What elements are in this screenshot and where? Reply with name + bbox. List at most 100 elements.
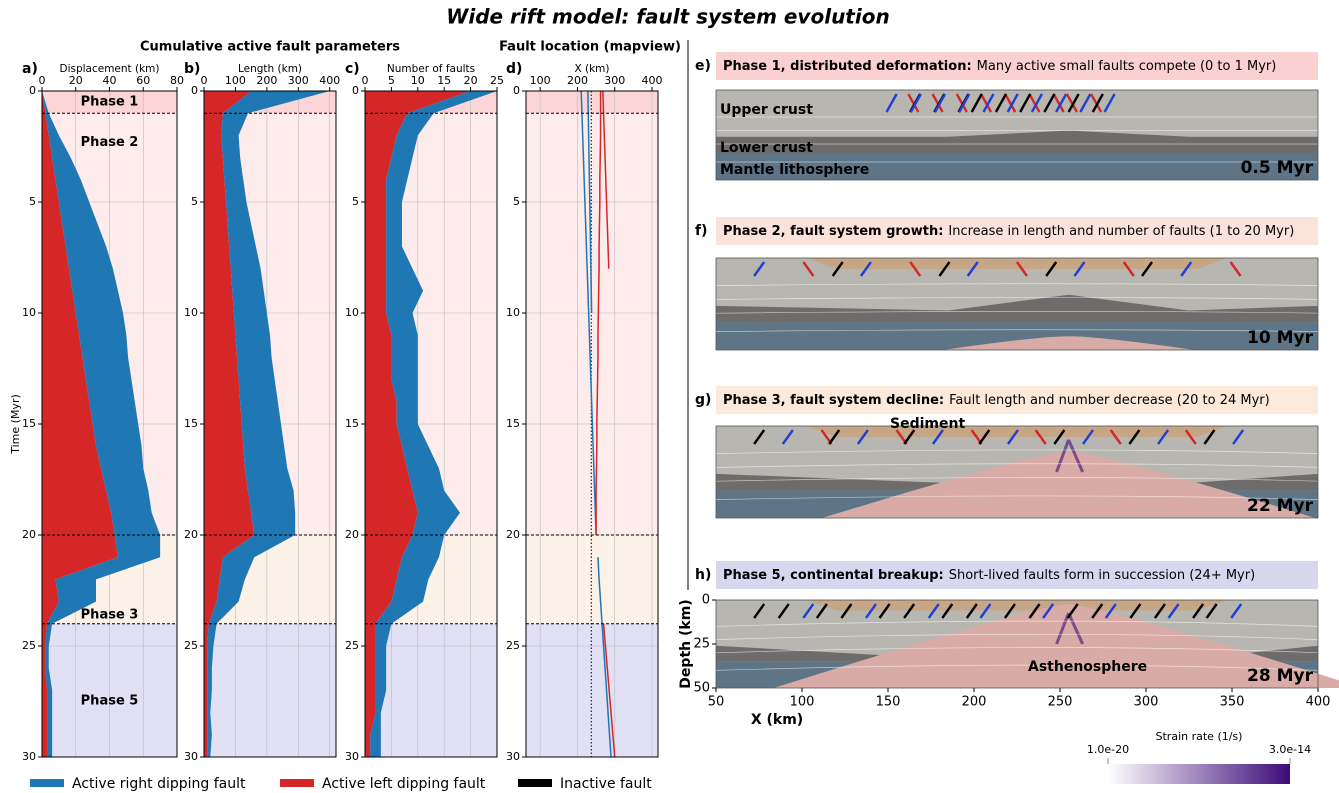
x-axis-label: Number of faults — [387, 63, 475, 75]
fault-trace — [597, 557, 612, 757]
x-axis-label: X (km) — [751, 712, 803, 728]
y-tick-label: 50 — [693, 681, 710, 696]
x-tick-label: 300 — [604, 74, 625, 87]
phase-label: Phase 3 — [81, 607, 139, 622]
isotherm — [715, 620, 1319, 627]
panel-caption: Phase 1, distributed deformation: Many ac… — [723, 59, 1276, 74]
fault-stick — [1028, 93, 1041, 113]
area — [42, 91, 118, 757]
fault-stick — [831, 261, 844, 277]
x-tick-label: 15 — [437, 74, 451, 87]
fault-stick — [856, 429, 869, 445]
fault-stick — [1167, 603, 1180, 619]
isotherm — [715, 449, 1319, 454]
y-axis-label: Time (Myr) — [9, 394, 22, 455]
caption-heading: Phase 5, continental breakup: — [723, 568, 944, 583]
x-tick-label: 100 — [790, 695, 815, 710]
x-tick-label: 5 — [388, 74, 395, 87]
y-tick-label: 10 — [22, 306, 36, 319]
x-tick-label: 60 — [136, 74, 150, 87]
x-tick-label: 40 — [103, 74, 117, 87]
fault-stick — [1229, 261, 1242, 277]
y-tick-label: 15 — [506, 417, 520, 430]
panel-caption: Phase 2, fault system growth: Increase in… — [723, 224, 1294, 239]
chart-panel: 0 5 10 15 20 25 0 5 10 15 20 25 30 Number of faults c) — [345, 61, 504, 763]
colorbar — [1108, 764, 1290, 784]
phase-band — [526, 623, 658, 757]
y-tick-label: 20 — [184, 528, 198, 541]
x-tick-label: 100 — [225, 74, 246, 87]
asthenosphere — [942, 336, 1195, 350]
fault-stick — [815, 603, 828, 619]
x-tick-label: 400 — [319, 74, 340, 87]
fault-stick — [1067, 93, 1080, 113]
area — [370, 91, 497, 757]
y-tick-label: 0 — [352, 84, 359, 97]
y-tick-label: 0 — [191, 84, 198, 97]
x-tick-label: 0 — [362, 74, 369, 87]
fault-stick — [903, 429, 916, 445]
model-panel: g) Phase 3, fault system decline: Fault le… — [695, 386, 1319, 519]
colorbar-label: Strain rate (1/s) — [1156, 730, 1243, 743]
panel-label: g) — [695, 392, 711, 408]
fault-stick — [909, 93, 922, 113]
phase-band — [204, 623, 336, 757]
x-tick-label: 10 — [411, 74, 425, 87]
caption-heading: Phase 3, fault system decline: — [723, 393, 944, 408]
fault-stick — [1205, 603, 1218, 619]
x-tick-label: 20 — [464, 74, 478, 87]
fault-stick — [1180, 261, 1193, 277]
isotherm — [715, 477, 1319, 482]
panel-label: b) — [184, 61, 200, 77]
fault-stick — [865, 603, 877, 619]
fault-stick — [979, 93, 993, 113]
x-tick-label: 400 — [1306, 695, 1331, 710]
fault-stick — [1073, 261, 1086, 277]
fault-stick — [941, 603, 954, 619]
y-tick-label: 0 — [29, 84, 36, 97]
area — [204, 91, 255, 757]
layer-label: Mantle lithosphere — [720, 162, 869, 178]
y-tick-label: 25 — [345, 639, 359, 652]
phase-band — [526, 535, 658, 624]
fault-stick — [1184, 429, 1197, 445]
colorbar-tick-label: 3.0e-14 — [1269, 743, 1311, 756]
fault-stick — [1128, 429, 1141, 445]
chart-panel: 0 100 200 300 400 0 5 10 15 20 25 30 Length (km) b) — [184, 61, 340, 763]
y-tick-label: 25 — [693, 637, 710, 652]
model-panel: e) Phase 1, distributed deformation: Many … — [695, 52, 1319, 181]
y-tick-label: 0 — [702, 593, 710, 608]
y-tick-label: 20 — [345, 528, 359, 541]
panel-label: d) — [506, 61, 522, 77]
fault-stick — [828, 429, 841, 445]
model-panel: h) Phase 5, continental breakup: Short-liv… — [695, 561, 1339, 689]
fault-stick — [859, 261, 872, 277]
y-tick-label: 15 — [22, 417, 36, 430]
y-tick-label: 0 — [513, 84, 520, 97]
isotherm — [715, 633, 1319, 640]
fault-stick — [931, 93, 944, 113]
fault-stick — [1004, 93, 1017, 113]
model-panel: f) Phase 2, fault system growth: Increase … — [695, 217, 1319, 351]
phase-band — [526, 91, 658, 114]
fault-stick — [1053, 429, 1066, 445]
y-tick-label: 25 — [184, 639, 198, 652]
legend-label: Inactive fault — [560, 776, 652, 792]
isotherm — [715, 329, 1319, 332]
section-frame — [715, 425, 1319, 519]
y-tick-label: 25 — [22, 639, 36, 652]
panel-label: c) — [345, 61, 360, 77]
caption-text: Short-lived faults form in succession (2… — [949, 568, 1255, 583]
layer-label: Asthenosphere — [1028, 659, 1147, 675]
fault-stick — [1230, 603, 1243, 619]
asthenosphere — [821, 451, 1316, 518]
isotherm — [715, 664, 1319, 671]
fault-trace — [602, 623, 616, 757]
fault-stick — [909, 261, 922, 277]
figure-title: Wide rift model: fault system evolution — [446, 5, 889, 29]
fault-stick — [1082, 429, 1095, 445]
x-tick-label: 300 — [288, 74, 309, 87]
colorbar-tick-label: 1.0e-20 — [1087, 743, 1129, 756]
x-tick-label: 250 — [1048, 695, 1073, 710]
time-label: 28 Myr — [1247, 666, 1314, 686]
